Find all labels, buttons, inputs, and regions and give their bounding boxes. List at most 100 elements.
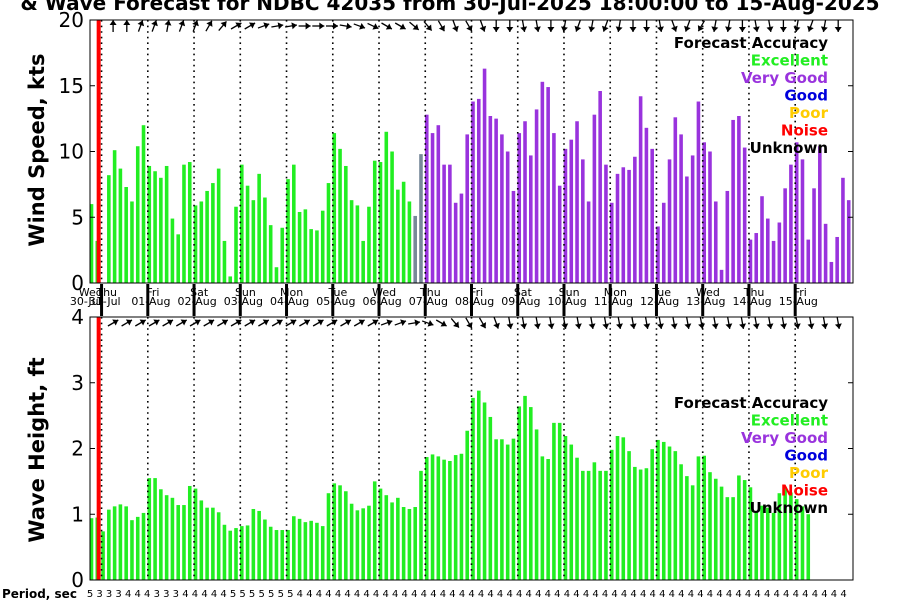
bar [673, 451, 678, 580]
bar [546, 87, 550, 283]
bar [731, 119, 735, 283]
wave-arrow [793, 316, 801, 330]
wave-arrow [670, 316, 678, 330]
day-weekday: Mon [604, 286, 627, 299]
bar [89, 518, 94, 580]
bar [216, 512, 221, 580]
wind-arrow-head [752, 26, 760, 32]
day-weekday: Tue [327, 286, 347, 299]
bar [442, 164, 446, 283]
wind-arrow [697, 20, 705, 32]
period-value: 4 [478, 589, 484, 600]
bar [494, 439, 498, 580]
bar [349, 200, 354, 283]
bar [713, 478, 718, 580]
wind-arrow [437, 20, 445, 32]
legend-heading: Forecast Accuracy [674, 394, 828, 412]
y-tick-label: 1 [71, 502, 84, 526]
y-tick-label: 0 [71, 271, 84, 295]
bar [292, 516, 296, 580]
bar [505, 151, 510, 283]
wave-arrow-head [221, 319, 228, 326]
wind-arrow-head [684, 25, 691, 32]
bar [575, 121, 579, 283]
wave-arrow [367, 319, 379, 327]
bar [783, 188, 787, 283]
day-weekday: Wed [372, 286, 396, 299]
period-value: 4 [497, 589, 503, 600]
wind-arrow [766, 19, 774, 33]
wind-arrow [615, 19, 623, 33]
wave-arrow [725, 316, 733, 330]
day-separator [654, 284, 658, 316]
bar [760, 196, 764, 283]
wave-arrow [533, 316, 541, 330]
bar [789, 164, 793, 283]
period-value: 4 [144, 589, 150, 600]
wave-arrow-head [139, 319, 146, 326]
bar [211, 183, 215, 283]
day-separator [562, 284, 566, 316]
wind-arrow [367, 22, 379, 30]
wind-arrow [657, 19, 664, 33]
wind-arrow [520, 19, 528, 33]
bar [841, 177, 845, 283]
bar [176, 234, 180, 283]
day-date: 04-Aug [270, 295, 309, 308]
period-value: 4 [306, 589, 312, 600]
wind-arrow [547, 20, 555, 32]
bar [384, 495, 389, 580]
wave-arrow-head [427, 320, 434, 327]
wind-arrow-head [206, 20, 213, 27]
wind-arrow-head [711, 26, 719, 32]
wind-arrow [230, 22, 242, 30]
bar [396, 189, 400, 283]
bar [164, 495, 169, 580]
wind-speed-axis-label: Wind Speed, kts [25, 53, 49, 246]
wave-arrow-head [317, 319, 324, 326]
period-value: 4 [611, 589, 617, 600]
wind-arrow-head [601, 25, 609, 32]
bar [326, 493, 331, 580]
bar [344, 165, 348, 283]
period-value: 4 [688, 589, 694, 600]
wave-arrow-head [479, 322, 487, 329]
bar [644, 127, 649, 283]
bar [742, 480, 747, 580]
wind-arrow [409, 21, 420, 31]
wave-arrow-head [400, 319, 407, 326]
bar [361, 508, 365, 580]
y-tick-label: 4 [71, 305, 84, 329]
bar [702, 142, 706, 283]
bar [187, 485, 192, 580]
wave-arrow-head [372, 319, 379, 326]
wind-arrow-head [520, 26, 528, 32]
bar [783, 487, 787, 580]
day-weekday: Sat [514, 286, 533, 299]
wave-arrow [408, 319, 421, 327]
period-value: 4 [583, 589, 589, 600]
day-weekday: Sun [559, 286, 580, 299]
bar [112, 150, 117, 283]
chart-title: & Wave Forecast for NDBC 42035 from 30-J… [20, 0, 880, 15]
wind-arrow-head [671, 25, 678, 32]
legend-item: Noise [781, 482, 828, 500]
bar [419, 154, 423, 283]
wind-arrow [123, 20, 131, 32]
period-value: 3 [173, 589, 179, 600]
y-tick-label: 15 [59, 74, 84, 98]
bar [361, 240, 365, 283]
bar [708, 472, 712, 580]
bar [401, 507, 406, 580]
bar [419, 470, 423, 580]
bar [690, 155, 695, 283]
bar [303, 209, 308, 283]
wave-arrow [616, 316, 623, 330]
bar [315, 230, 319, 283]
legend-heading: Forecast Accuracy [674, 34, 828, 52]
period-value: 4 [564, 589, 570, 600]
bar [667, 159, 672, 283]
y-tick-label: 20 [59, 8, 84, 32]
bar [835, 236, 839, 283]
